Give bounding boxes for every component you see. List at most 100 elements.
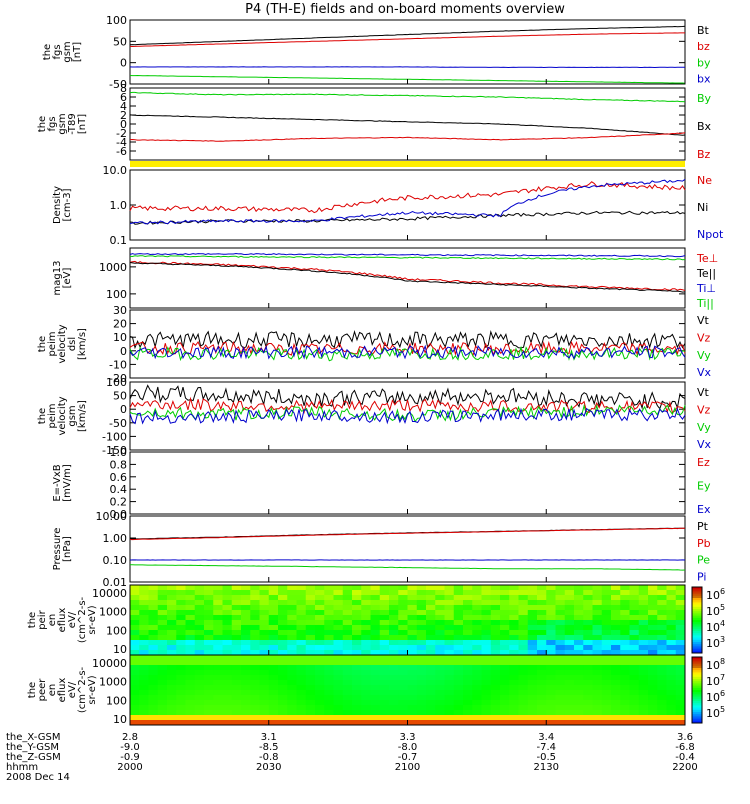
spectrogram-cell bbox=[306, 685, 316, 691]
spectrogram-cell bbox=[602, 600, 612, 606]
spectrogram-cell bbox=[602, 590, 612, 596]
spectrogram-cell bbox=[463, 655, 473, 661]
spectrogram-cell bbox=[491, 680, 501, 686]
spectrogram-cell bbox=[630, 615, 640, 621]
spectrogram-cell bbox=[593, 600, 603, 606]
spectrogram-cell bbox=[241, 605, 251, 611]
spectrogram-cell bbox=[269, 695, 279, 701]
spectrogram-cell bbox=[676, 640, 686, 646]
spectrogram-cell bbox=[565, 610, 575, 616]
spectrogram-cell bbox=[593, 700, 603, 706]
spectrogram-cell bbox=[657, 590, 667, 596]
spectrogram-cell bbox=[250, 620, 260, 626]
spectrogram-cell bbox=[435, 605, 445, 611]
spectrogram-cell bbox=[602, 695, 612, 701]
spectrogram-cell bbox=[445, 670, 455, 676]
spectrogram-cell bbox=[583, 700, 593, 706]
spectrogram-cell bbox=[223, 705, 233, 711]
spectrogram-cell bbox=[176, 685, 186, 691]
spectrogram-cell bbox=[130, 630, 140, 636]
spectrogram-cell bbox=[149, 600, 159, 606]
spectrogram-cell bbox=[324, 715, 334, 721]
spectrogram-cell bbox=[500, 595, 510, 601]
spectrogram-cell bbox=[334, 675, 344, 681]
spectrogram-cell bbox=[389, 705, 399, 711]
spectrogram-cell bbox=[223, 685, 233, 691]
legend-label: Ez bbox=[697, 456, 710, 469]
spectrogram-cell bbox=[315, 590, 325, 596]
spectrogram-cell bbox=[417, 590, 427, 596]
spectrogram-cell bbox=[352, 685, 362, 691]
spectrogram-cell bbox=[519, 605, 529, 611]
spectrogram-cell bbox=[297, 700, 307, 706]
spectrogram-cell bbox=[241, 700, 251, 706]
spectrogram-cell bbox=[334, 710, 344, 716]
spectrogram-cell bbox=[648, 645, 658, 651]
spectrogram-cell bbox=[445, 690, 455, 696]
y-tick-label: 0.6 bbox=[110, 471, 128, 484]
spectrogram-cell bbox=[186, 710, 196, 716]
spectrogram-cell bbox=[361, 700, 371, 706]
spectrogram-cell bbox=[463, 700, 473, 706]
spectrogram-cell bbox=[426, 700, 436, 706]
spectrogram-cell bbox=[158, 710, 168, 716]
colorbar-label: 106 bbox=[706, 689, 725, 704]
spectrogram-cell bbox=[130, 615, 140, 621]
spectrogram-cell bbox=[241, 685, 251, 691]
spectrogram-cell bbox=[556, 690, 566, 696]
spectrogram-cell bbox=[389, 670, 399, 676]
spectrogram-cell bbox=[223, 700, 233, 706]
spectrogram-cell bbox=[463, 635, 473, 641]
spectrogram-cell bbox=[241, 625, 251, 631]
spectrogram-cell bbox=[149, 670, 159, 676]
spectrogram-cell bbox=[408, 605, 418, 611]
spectrogram-cell bbox=[204, 670, 214, 676]
spectrogram-cell bbox=[491, 705, 501, 711]
spectrogram-cell bbox=[519, 595, 529, 601]
spectrogram-cell bbox=[676, 700, 686, 706]
spectrogram-cell bbox=[241, 620, 251, 626]
spectrogram-cell bbox=[593, 690, 603, 696]
spectrogram-cell bbox=[556, 640, 566, 646]
spectrogram-cell bbox=[648, 620, 658, 626]
spectrogram-cell bbox=[380, 655, 390, 661]
spectrogram-cell bbox=[371, 610, 381, 616]
spectrogram-cell bbox=[204, 680, 214, 686]
spectrogram-cell bbox=[361, 585, 371, 591]
spectrogram-cell bbox=[343, 625, 353, 631]
spectrogram-cell bbox=[639, 710, 649, 716]
spectrogram-cell bbox=[583, 620, 593, 626]
spectrogram-cell bbox=[454, 680, 464, 686]
spectrogram-cell bbox=[491, 655, 501, 661]
spectrogram-cell bbox=[426, 660, 436, 666]
spectrogram-cell bbox=[297, 625, 307, 631]
spectrogram-cell bbox=[454, 715, 464, 721]
spectrogram-cell bbox=[176, 635, 186, 641]
spectrogram-cell bbox=[519, 715, 529, 721]
spectrogram-cell bbox=[297, 685, 307, 691]
spectrogram-cell bbox=[630, 620, 640, 626]
spectrogram-cell bbox=[241, 585, 251, 591]
spectrogram-cell bbox=[352, 695, 362, 701]
spectrogram-cell bbox=[583, 715, 593, 721]
series-line bbox=[130, 115, 685, 136]
spectrogram-cell bbox=[537, 615, 547, 621]
spectrogram-cell bbox=[361, 670, 371, 676]
spectrogram-cell bbox=[130, 595, 140, 601]
spectrogram-cell bbox=[250, 680, 260, 686]
spectrogram-cell bbox=[232, 655, 242, 661]
spectrogram-cell bbox=[241, 690, 251, 696]
spectrogram-cell bbox=[500, 615, 510, 621]
spectrogram-cell bbox=[195, 715, 205, 721]
spectrogram-cell bbox=[657, 640, 667, 646]
spectrogram-cell bbox=[546, 675, 556, 681]
spectrogram-cell bbox=[195, 645, 205, 651]
spectrogram-cell bbox=[463, 705, 473, 711]
spectrogram-cell bbox=[250, 590, 260, 596]
spectrogram-cell bbox=[167, 700, 177, 706]
spectrogram-cell bbox=[186, 590, 196, 596]
spectrogram-cell bbox=[361, 675, 371, 681]
spectrogram-cell bbox=[232, 685, 242, 691]
spectrogram-cell bbox=[537, 645, 547, 651]
spectrogram-cell bbox=[297, 715, 307, 721]
